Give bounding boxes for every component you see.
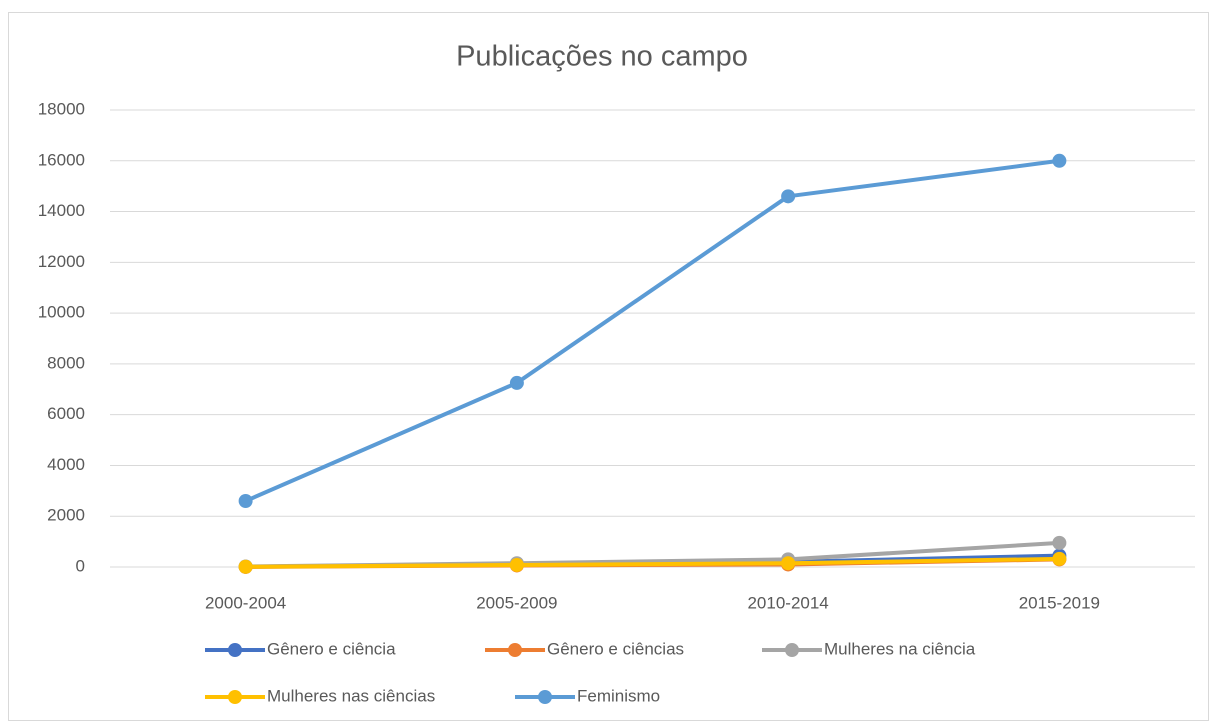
data-point: [509, 557, 524, 572]
data-point: [238, 559, 253, 574]
data-point: [509, 375, 524, 390]
x-tick-label: 2005-2009: [476, 593, 557, 612]
legend-label: Mulheres nas ciências: [267, 686, 435, 705]
legend-marker: [538, 690, 552, 704]
y-tick-label: 16000: [38, 150, 85, 169]
data-point: [1052, 153, 1067, 168]
y-tick-label: 18000: [38, 99, 85, 118]
legend-label: Feminismo: [577, 686, 660, 705]
data-point: [238, 493, 253, 508]
x-tick-label: 2010-2014: [747, 593, 828, 612]
y-tick-label: 2000: [47, 506, 85, 525]
legend-marker: [228, 643, 242, 657]
y-tick-label: 14000: [38, 201, 85, 220]
y-tick-label: 6000: [47, 404, 85, 423]
y-tick-label: 4000: [47, 455, 85, 474]
series-line: [245, 556, 1060, 569]
series-line: [244, 158, 1060, 503]
data-point: [1052, 535, 1067, 550]
legend-marker: [228, 690, 242, 704]
y-tick-label: 10000: [38, 303, 85, 322]
x-tick-label: 2015-2019: [1019, 593, 1100, 612]
legend-label: Mulheres na ciência: [824, 639, 976, 658]
legend-label: Gênero e ciência: [267, 639, 396, 658]
x-tick-label: 2000-2004: [205, 593, 286, 612]
legend-label: Gênero e ciências: [547, 639, 684, 658]
y-tick-label: 8000: [47, 353, 85, 372]
y-tick-label: 0: [76, 556, 85, 575]
data-point: [1052, 551, 1067, 566]
chart-title: Publicações no campo: [456, 41, 748, 73]
data-point: [781, 189, 796, 204]
legend-marker: [785, 643, 799, 657]
data-point: [781, 556, 796, 571]
chart-border: [8, 12, 1209, 721]
y-tick-label: 12000: [38, 252, 85, 271]
legend-marker: [508, 643, 522, 657]
